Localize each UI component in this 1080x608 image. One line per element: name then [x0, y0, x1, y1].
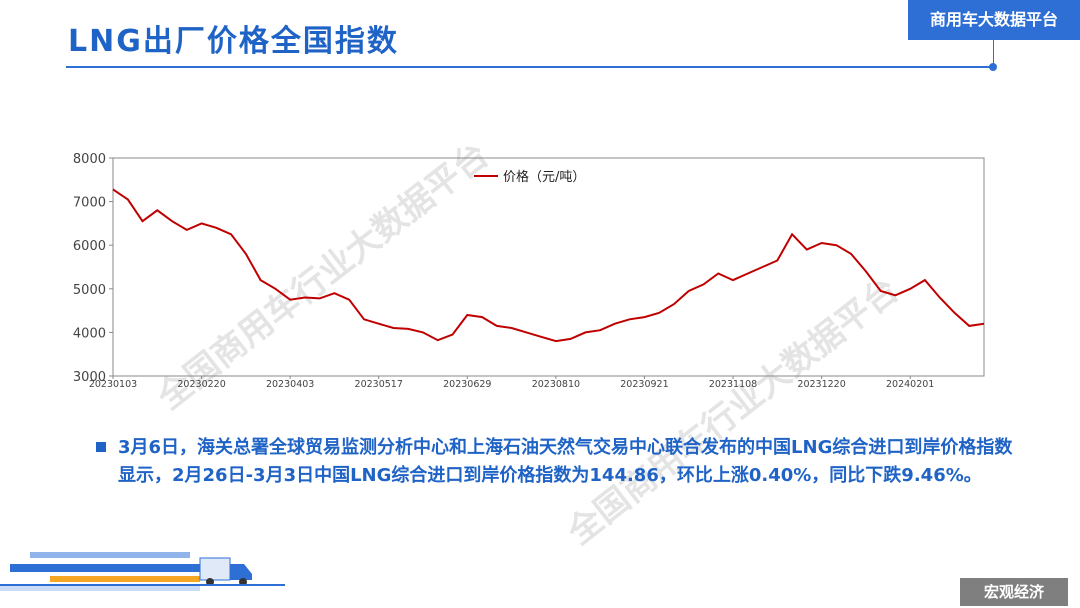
legend-label: 价格（元/吨） [503, 169, 585, 185]
section-label: 宏观经济 [960, 578, 1068, 606]
x-tick-label: 20231220 [797, 379, 845, 390]
x-tick-label: 20230810 [532, 379, 580, 390]
y-tick-label: 3000 [73, 370, 106, 385]
x-tick-label: 20230220 [177, 379, 225, 390]
platform-badge: 商用车大数据平台 [908, 0, 1080, 40]
y-tick-label: 5000 [73, 283, 106, 298]
rule-connector [993, 40, 994, 66]
title-rule [66, 66, 994, 68]
bullet-note: 3月6日，海关总署全球贸易监测分析中心和上海石油天然气交易中心联合发布的中国LN… [96, 434, 1026, 490]
y-tick-label: 6000 [73, 239, 106, 254]
rule-dot [989, 63, 997, 71]
bullet-text: 3月6日，海关总署全球贸易监测分析中心和上海石油天然气交易中心联合发布的中国LN… [118, 437, 1013, 486]
speed-stripe [10, 564, 200, 572]
speed-stripe [50, 576, 200, 582]
truck-decoration [0, 552, 285, 591]
watermark: 全国商用车行业大数据平台 [559, 270, 906, 553]
y-tick-label: 7000 [73, 196, 106, 211]
plot-frame [112, 157, 985, 377]
truck-box [199, 557, 231, 581]
x-tick-label: 20230103 [89, 379, 137, 390]
road-line [0, 584, 285, 586]
speed-stripe [0, 586, 200, 591]
y-tick-label: 8000 [73, 152, 106, 167]
x-tick-label: 20230629 [443, 379, 491, 390]
price-line [112, 188, 985, 343]
bullet-marker [96, 442, 106, 452]
x-tick-label: 20230517 [355, 379, 403, 390]
x-tick-label: 20230921 [620, 379, 668, 390]
x-tick-label: 20240201 [886, 379, 934, 390]
x-tick-label: 20231108 [709, 379, 757, 390]
x-tick-label: 20230403 [266, 379, 314, 390]
truck-cab [230, 564, 252, 580]
y-tick-label: 4000 [73, 326, 106, 341]
speed-stripe [30, 552, 190, 558]
slide-title: LNG出厂价格全国指数 [68, 24, 399, 59]
